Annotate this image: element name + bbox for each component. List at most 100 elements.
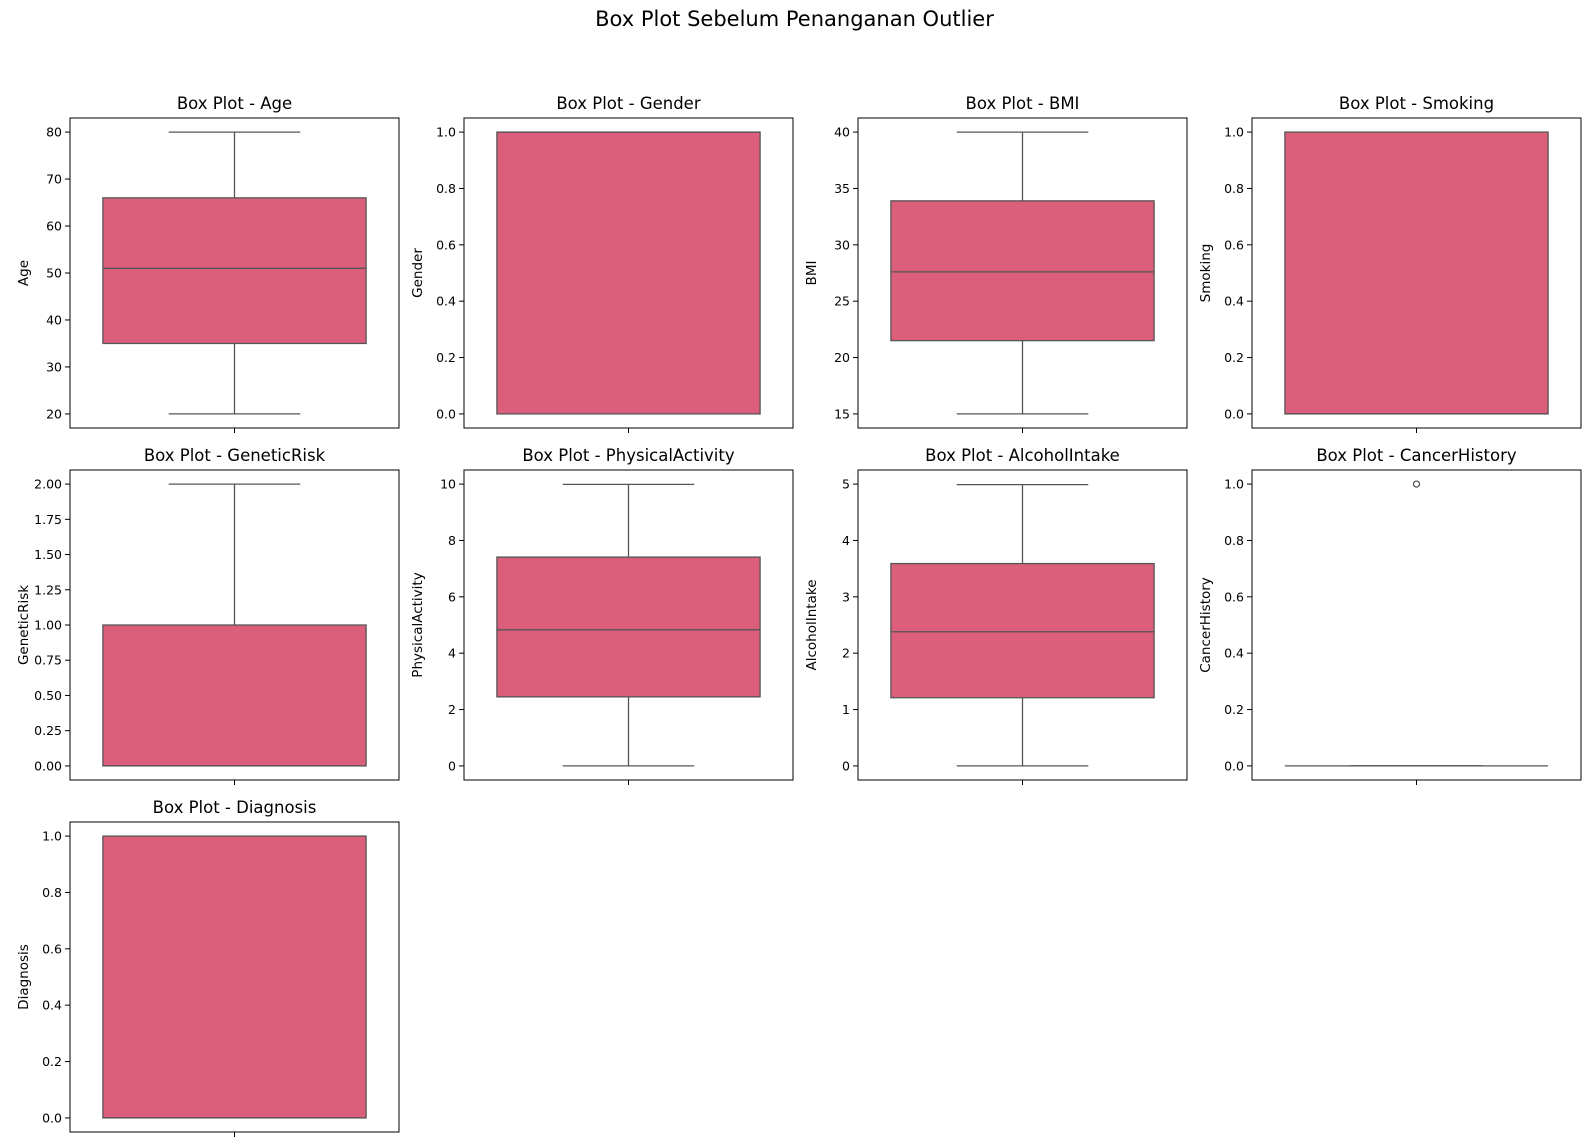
y-tick-label: 0.4: [42, 998, 62, 1013]
y-tick-label: 25: [834, 294, 850, 309]
y-axis-label: BMI: [804, 261, 820, 286]
box-iqr: [890, 200, 1155, 342]
subplot-diagnosis: Box Plot - Diagnosis Diagnosis 0.0 0.2 0.4 0.…: [16, 798, 400, 1137]
y-tick-label: 0.4: [1224, 646, 1244, 661]
y-axis-label: CancerHistory: [1198, 577, 1214, 673]
y-tick-label: 20: [834, 350, 850, 365]
y-axis-label: Smoking: [1198, 244, 1214, 303]
y-tick-label: 35: [834, 181, 850, 196]
y-tick-label: 0.8: [436, 181, 456, 196]
y-axis-label: PhysicalActivity: [410, 572, 426, 677]
subplot-title: Box Plot - Diagnosis: [153, 798, 317, 817]
subplot-title: Box Plot - BMI: [966, 94, 1080, 113]
subplot-cancerhistory: Box Plot - CancerHistory CancerHistory 0.0…: [1198, 446, 1582, 785]
box-iqr: [890, 562, 1155, 699]
subplot-bmi: Box Plot - BMI BMI 15 20 25 30 35 40: [804, 94, 1188, 433]
axes-frame: [69, 117, 400, 429]
y-tick-label: 1: [842, 702, 850, 717]
y-tick-label: 0.2: [1224, 702, 1244, 717]
subplot-gender: Box Plot - Gender Gender 0.0 0.2 0.4 0.6 0.8 1.…: [410, 94, 794, 433]
y-tick-label: 8: [448, 533, 456, 548]
axes-frame: [463, 117, 794, 429]
y-tick-label: 0.50: [34, 688, 62, 703]
y-tick-label: 0.25: [34, 723, 62, 738]
y-tick-label: 20: [46, 406, 62, 421]
y-tick-label: 80: [46, 125, 62, 140]
box-iqr: [102, 835, 367, 1119]
y-tick-label: 0.4: [1224, 294, 1244, 309]
y-tick-label: 0.8: [1224, 181, 1244, 196]
axes-frame: [1251, 117, 1582, 429]
y-tick-label: 70: [46, 172, 62, 187]
y-tick-label: 0.2: [436, 350, 456, 365]
box-iqr: [102, 197, 367, 345]
y-tick-label: 2: [842, 646, 850, 661]
y-tick-label: 10: [440, 477, 456, 492]
subplot-title: Box Plot - GeneticRisk: [144, 446, 326, 465]
y-tick-label: 0.4: [436, 294, 456, 309]
y-tick-label: 1.25: [34, 582, 62, 597]
y-tick-label: 4: [842, 533, 850, 548]
y-tick-label: 1.0: [1224, 477, 1244, 492]
y-tick-label: 15: [834, 406, 850, 421]
y-axis-label: Age: [16, 260, 32, 286]
subplot-title: Box Plot - Age: [177, 94, 292, 113]
y-tick-label: 1.0: [436, 125, 456, 140]
y-tick-label: 40: [46, 312, 62, 327]
y-tick-label: 50: [46, 266, 62, 281]
y-tick-label: 1.0: [1224, 125, 1244, 140]
y-tick-label: 1.00: [34, 618, 62, 633]
axes-frame: [69, 469, 400, 781]
box-iqr: [496, 131, 761, 415]
y-tick-label: 40: [834, 125, 850, 140]
y-tick-label: 4: [448, 646, 456, 661]
subplot-geneticrisk: Box Plot - GeneticRisk GeneticRisk 0.00 0.2…: [16, 446, 400, 785]
subplot-alcoholintake: Box Plot - AlcoholIntake AlcoholIntake 0 1 2…: [804, 446, 1188, 785]
subplot-title: Box Plot - AlcoholIntake: [925, 446, 1120, 465]
y-tick-label: 0.0: [42, 1110, 62, 1125]
subplot-title: Box Plot - PhysicalActivity: [522, 446, 735, 465]
axes-frame: [69, 821, 400, 1133]
y-tick-label: 1.75: [34, 512, 62, 527]
y-tick-label: 3: [842, 589, 850, 604]
y-tick-label: 5: [842, 477, 850, 492]
axes-frame: [1251, 469, 1582, 781]
y-tick-label: 6: [448, 589, 456, 604]
y-axis-label: GeneticRisk: [16, 585, 32, 665]
axes-frame: [463, 469, 794, 781]
box-iqr: [496, 556, 761, 698]
y-tick-label: 1.50: [34, 547, 62, 562]
subplot-title: Box Plot - Smoking: [1339, 94, 1494, 113]
y-tick-label: 0.8: [1224, 533, 1244, 548]
y-axis-label: AlcoholIntake: [804, 580, 820, 671]
box-iqr: [1284, 131, 1549, 415]
figure-title: Box Plot Sebelum Penanganan Outlier: [595, 7, 994, 31]
y-tick-label: 0: [448, 758, 456, 773]
y-tick-label: 0.2: [42, 1054, 62, 1069]
axes-frame: [857, 469, 1188, 781]
subplot-title: Box Plot - CancerHistory: [1316, 446, 1516, 465]
subplot-smoking: Box Plot - Smoking Smoking 0.0 0.2 0.4 0.6 0.8…: [1198, 94, 1582, 433]
y-tick-label: 2.00: [34, 477, 62, 492]
y-tick-label: 0.6: [1224, 589, 1244, 604]
y-axis-label: Gender: [410, 248, 426, 298]
y-tick-label: 0.0: [1224, 758, 1244, 773]
y-tick-label: 1.0: [42, 829, 62, 844]
y-tick-label: 0.0: [1224, 406, 1244, 421]
outlier-point: [1412, 480, 1421, 488]
box-iqr: [102, 624, 367, 767]
y-tick-label: 30: [46, 359, 62, 374]
y-axis-label: Diagnosis: [16, 944, 32, 1010]
y-tick-label: 30: [834, 237, 850, 252]
y-tick-label: 0.2: [1224, 350, 1244, 365]
y-tick-label: 0.75: [34, 653, 62, 668]
subplot-title: Box Plot - Gender: [556, 94, 700, 113]
axes-frame: [857, 117, 1188, 429]
y-tick-label: 0.6: [436, 237, 456, 252]
y-tick-label: 2: [448, 702, 456, 717]
y-tick-label: 0.00: [34, 758, 62, 773]
y-tick-label: 0.8: [42, 885, 62, 900]
y-tick-label: 0.6: [1224, 237, 1244, 252]
